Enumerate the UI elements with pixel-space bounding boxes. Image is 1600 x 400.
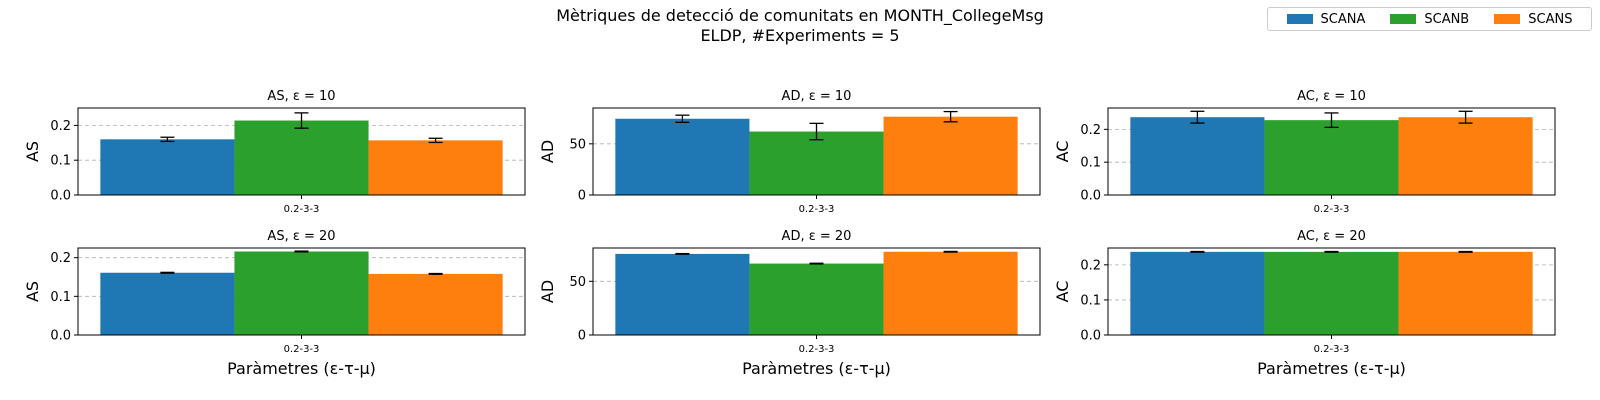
- y-tick-label: 0.0: [50, 189, 71, 204]
- legend-swatch-scanb: [1390, 14, 1417, 24]
- y-tick-label: 0.0: [1080, 329, 1101, 344]
- x-axis-label: Paràmetres (ε-τ-μ): [742, 359, 891, 378]
- subplot-title: AS, ε = 20: [267, 229, 335, 244]
- y-tick-label: 50: [569, 275, 586, 290]
- legend-label-scana: SCANA: [1320, 11, 1366, 27]
- bar-scanb: [1264, 251, 1399, 335]
- bar-scans: [368, 140, 503, 195]
- axes-frame: [77, 247, 526, 336]
- y-tick-label: 0.0: [50, 329, 71, 344]
- x-tick-label: 0.2-3-3: [799, 344, 835, 355]
- bar-scana: [100, 272, 235, 335]
- figure-title: Mètriques de detecció de comunitats en M…: [500, 6, 1100, 46]
- x-tick-label: 0.2-3-3: [284, 344, 320, 355]
- bar-scans: [1398, 251, 1533, 335]
- bar-scana: [615, 253, 750, 335]
- y-axis-label: AC: [1053, 281, 1072, 303]
- y-tick-label: 0.1: [1080, 156, 1101, 171]
- subplot-title: AC, ε = 20: [1297, 229, 1366, 244]
- x-tick-label: 0.2-3-3: [284, 204, 320, 215]
- y-tick-label: 0.1: [50, 290, 71, 305]
- x-axis-label: Paràmetres (ε-τ-μ): [1257, 359, 1406, 378]
- legend: SCANA SCANB SCANS: [1267, 7, 1592, 31]
- legend-item-scans: SCANS: [1494, 12, 1572, 27]
- axes-frame: [592, 107, 1041, 196]
- y-axis-label: AC: [1053, 141, 1072, 163]
- legend-label-scanb: SCANB: [1424, 11, 1470, 27]
- bar-scans: [883, 251, 1018, 335]
- y-tick-label: 0.2: [50, 119, 71, 134]
- subplot-title: AD, ε = 10: [782, 89, 852, 104]
- y-tick-label: 0.2: [1080, 123, 1101, 138]
- figure-title-line-2: ELDP, #Experiments = 5: [700, 26, 900, 45]
- bar-scana: [1130, 117, 1265, 195]
- bar-scanb: [749, 263, 884, 335]
- axes-frame: [1107, 247, 1556, 336]
- y-axis-label: AS: [23, 141, 42, 162]
- x-tick-label: 0.2-3-3: [1314, 344, 1350, 355]
- y-axis-label: AD: [538, 140, 557, 163]
- x-tick-label: 0.2-3-3: [1314, 204, 1350, 215]
- y-tick-label: 50: [569, 137, 586, 152]
- y-tick-label: 0: [578, 329, 586, 344]
- bar-scanb: [234, 251, 369, 335]
- bar-scanb: [1264, 120, 1399, 195]
- axes-frame: [1107, 107, 1556, 196]
- legend-swatch-scans: [1494, 14, 1521, 24]
- y-tick-label: 0.2: [1080, 258, 1101, 273]
- x-tick-label: 0.2-3-3: [799, 204, 835, 215]
- y-tick-label: 0.1: [1080, 293, 1101, 308]
- legend-label-scans: SCANS: [1528, 11, 1573, 27]
- y-axis-label: AD: [538, 280, 557, 303]
- axes-frame: [592, 247, 1041, 336]
- x-axis-label: Paràmetres (ε-τ-μ): [227, 359, 376, 378]
- bar-scanb: [234, 120, 369, 195]
- bar-scana: [1130, 251, 1265, 335]
- y-tick-label: 0.0: [1080, 189, 1101, 204]
- legend-swatch-scana: [1286, 14, 1313, 24]
- y-tick-label: 0.2: [50, 251, 71, 266]
- subplot-title: AS, ε = 10: [267, 89, 335, 104]
- bar-scana: [100, 139, 235, 195]
- figure-title-line-1: Mètriques de detecció de comunitats en M…: [556, 6, 1044, 25]
- bar-scans: [368, 273, 503, 335]
- y-tick-label: 0: [578, 189, 586, 204]
- bar-scans: [883, 116, 1018, 195]
- y-axis-label: AS: [23, 281, 42, 302]
- y-tick-label: 0.1: [50, 154, 71, 169]
- subplot-title: AD, ε = 20: [782, 229, 852, 244]
- legend-item-scanb: SCANB: [1390, 12, 1469, 27]
- bar-scana: [615, 118, 750, 195]
- bar-scans: [1398, 117, 1533, 195]
- subplot-title: AC, ε = 10: [1297, 89, 1366, 104]
- axes-frame: [77, 107, 526, 196]
- bar-scanb: [749, 131, 884, 195]
- legend-item-scana: SCANA: [1286, 11, 1366, 27]
